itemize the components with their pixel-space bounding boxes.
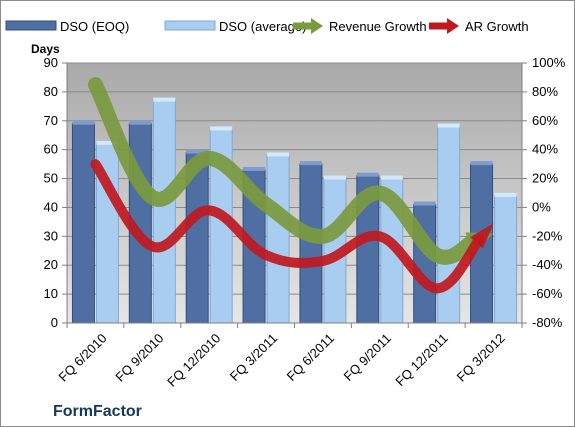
y2-tick-label: -20%: [532, 228, 563, 243]
y-tick-label: 0: [51, 315, 58, 330]
bar-cap: [323, 175, 346, 180]
bar-cap: [413, 201, 436, 206]
bar-cap: [470, 161, 493, 166]
bar-dso-average: [437, 126, 461, 324]
y-tick-label: 80: [44, 84, 58, 99]
x-tick-label: FQ 12/2010: [164, 331, 223, 390]
bar-dso-average: [152, 100, 176, 324]
bar-dso-average: [266, 154, 290, 324]
bar-cap: [380, 175, 403, 180]
legend-label: DSO (average): [219, 19, 306, 34]
y-tick-label: 50: [44, 171, 58, 186]
legend-arrow-revenue-growth: [311, 18, 323, 34]
bar-cap: [186, 149, 209, 154]
legend-arrow-ar-growth: [447, 18, 459, 34]
bars: [71, 97, 518, 324]
bar-cap: [153, 97, 176, 102]
x-tick-label: FQ 6/2010: [56, 331, 110, 385]
bar-cap: [243, 166, 266, 171]
y-tick-label: 30: [44, 228, 58, 243]
y2-tick-label: 60%: [532, 113, 558, 128]
y2-tick-label: 80%: [532, 84, 558, 99]
legend-swatch-dso-eoq: [5, 20, 57, 31]
x-tick-label: FQ 6/2011: [284, 331, 337, 384]
x-tick-label: FQ 3/2012: [454, 331, 508, 385]
legend-label: DSO (EOQ): [60, 19, 129, 34]
ar-growth-arrowhead: [470, 223, 494, 249]
y2-tick-label: 100%: [532, 55, 566, 70]
y2-tick-label: 20%: [532, 171, 558, 186]
bar-dso-average: [494, 195, 518, 324]
growth-lines: [87, 77, 494, 294]
legend-swatch-dso-average: [164, 20, 216, 31]
y2-tick-label: 0%: [532, 199, 551, 214]
y-tick-label: 70: [44, 113, 58, 128]
revenue-growth-line: [87, 77, 481, 265]
x-tick-label: FQ 9/2011: [341, 331, 394, 384]
x-tick-label: FQ 3/2011: [227, 331, 280, 384]
bar-cap: [96, 140, 119, 145]
legend-label: AR Growth: [465, 19, 529, 34]
bar-cap: [267, 152, 290, 157]
ar-growth-line: [90, 159, 485, 294]
y2-tick-label: -40%: [532, 257, 563, 272]
y-tick-label: 20: [44, 257, 58, 272]
company-name: FormFactor: [53, 403, 142, 420]
bar-cap: [356, 172, 379, 177]
y-tick-label: 40: [44, 199, 58, 214]
y-tick-label: 10: [44, 286, 58, 301]
x-tick-label: FQ 9/2010: [112, 331, 166, 385]
bar-cap: [494, 192, 517, 197]
bar-cap: [210, 126, 233, 131]
y2-tick-label: -60%: [532, 286, 563, 301]
y-axis-unit-label: Days: [31, 42, 60, 56]
x-tick-label: FQ 12/2011: [392, 331, 450, 389]
bar-cap: [72, 120, 95, 125]
legend: DSO (EOQ) DSO (average) Revenue Growth AR G…: [5, 18, 529, 34]
y2-tick-label: 40%: [532, 142, 558, 157]
bar-cap: [437, 123, 460, 128]
y-tick-label: 90: [44, 55, 58, 70]
y2-tick-label: -80%: [532, 315, 563, 330]
bar-cap: [299, 161, 322, 166]
bar-dso-eoq: [71, 123, 95, 324]
y-tick-label: 60: [44, 142, 58, 157]
legend-label: Revenue Growth: [329, 19, 427, 34]
bar-cap: [129, 120, 152, 125]
